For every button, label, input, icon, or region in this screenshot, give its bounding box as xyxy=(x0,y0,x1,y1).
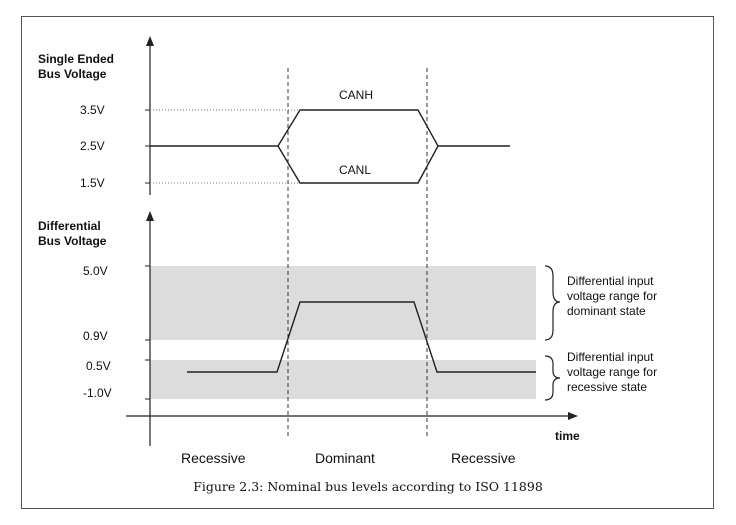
dominant-annotation-line2: voltage range for xyxy=(567,289,657,303)
recessive-annotation-line3: recessive state xyxy=(567,380,647,394)
figure-caption: Figure 2.3: Nominal bus levels according… xyxy=(193,479,543,494)
recessive-brace xyxy=(544,355,561,401)
recessive-annotation-line1: Differential input xyxy=(567,350,654,364)
tick-label-0-9v: 0.9V xyxy=(83,329,108,343)
canh-label: CANH xyxy=(339,88,373,102)
bottom-axis-title-line2: Bus Voltage xyxy=(38,234,107,248)
dominant-annotation-line3: dominant state xyxy=(567,304,646,318)
top-y-axis-arrow xyxy=(146,36,154,46)
dominant-brace xyxy=(544,265,561,341)
top-axis-title-line1: Single Ended xyxy=(38,52,114,66)
tick-label-5-0v: 5.0V xyxy=(83,264,108,278)
dominant-range-band xyxy=(150,266,536,340)
region-label-recessive-right: Recessive xyxy=(451,450,516,466)
tick-label-3-5v: 3.5V xyxy=(80,103,105,117)
figure-frame xyxy=(21,16,714,509)
recessive-range-band xyxy=(150,360,536,399)
canl-waveform xyxy=(277,145,439,184)
bottom-axis-title-line1: Differential xyxy=(38,219,101,233)
top-axis-title-line2: Bus Voltage xyxy=(38,67,107,81)
time-label: time xyxy=(555,429,580,443)
tick-label-neg-1-0v: -1.0V xyxy=(83,386,112,400)
tick-label-0-5v: 0.5V xyxy=(86,359,111,373)
region-label-dominant: Dominant xyxy=(315,450,375,466)
tick-label-2-5v: 2.5V xyxy=(80,139,105,153)
canh-waveform xyxy=(150,109,510,147)
bottom-y-axis-arrow xyxy=(146,211,154,221)
region-label-recessive-left: Recessive xyxy=(181,450,246,466)
recessive-annotation-line2: voltage range for xyxy=(567,365,657,379)
dominant-annotation-line1: Differential input xyxy=(567,274,654,288)
canl-label: CANL xyxy=(339,163,371,177)
time-axis-arrow xyxy=(568,412,578,420)
differential-waveform xyxy=(187,301,536,373)
tick-label-1-5v: 1.5V xyxy=(80,176,105,190)
